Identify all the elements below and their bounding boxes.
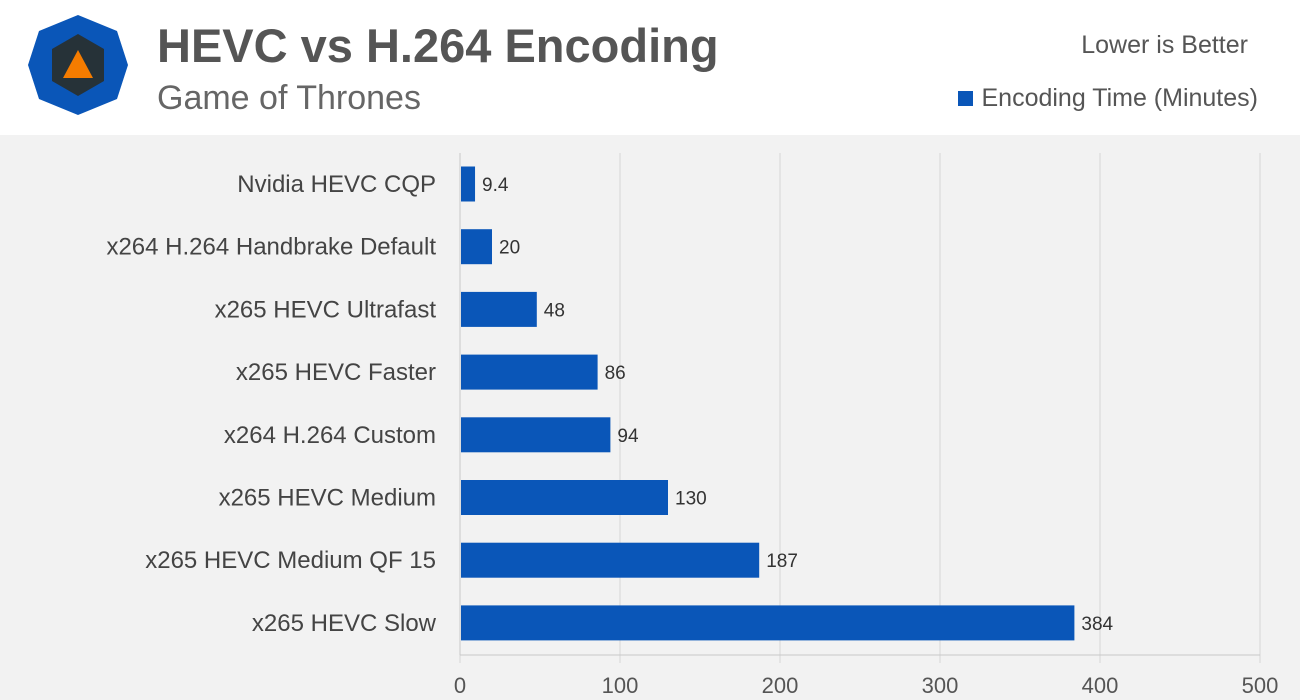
bar (461, 542, 760, 578)
bar (461, 166, 476, 202)
bar (461, 229, 492, 265)
chart-header: HEVC vs H.264 Encoding Game of Thrones L… (0, 0, 1300, 135)
bar (461, 480, 668, 515)
category-label: x265 HEVC Medium (219, 485, 436, 512)
x-tick-label: 500 (1242, 673, 1279, 698)
bar (461, 354, 598, 390)
x-tick-label: 300 (922, 673, 959, 698)
value-label: 384 (1081, 614, 1113, 635)
value-label: 130 (675, 489, 707, 510)
x-tick-label: 200 (762, 673, 799, 698)
bar (461, 417, 611, 453)
chart-title: HEVC vs H.264 Encoding (157, 19, 719, 72)
value-label: 187 (766, 551, 798, 572)
logo-icon (28, 15, 128, 115)
bar (461, 291, 537, 327)
category-label: x264 H.264 Custom (224, 422, 436, 449)
category-label: x265 HEVC Ultrafast (215, 296, 437, 323)
category-label: Nvidia HEVC CQP (237, 171, 436, 198)
value-label: 9.4 (482, 175, 509, 196)
legend-label: Encoding Time (Minutes) (981, 84, 1258, 112)
category-label: x265 HEVC Faster (236, 359, 436, 386)
category-label: x264 H.264 Handbrake Default (106, 234, 436, 261)
category-label: x265 HEVC Slow (252, 610, 437, 637)
bar (461, 605, 1075, 641)
legend-swatch (958, 90, 974, 106)
chart-subtitle: Game of Thrones (157, 79, 421, 117)
lower-is-better-note: Lower is Better (1081, 31, 1248, 59)
value-label: 94 (617, 426, 639, 447)
x-tick-label: 0 (454, 673, 466, 698)
category-label: x265 HEVC Medium QF 15 (145, 547, 436, 574)
value-label: 48 (544, 300, 565, 321)
value-label: 20 (499, 238, 520, 259)
legend: Encoding Time (Minutes) (958, 82, 1258, 114)
value-label: 86 (605, 363, 626, 384)
x-tick-label: 400 (1082, 673, 1119, 698)
x-tick-label: 100 (602, 673, 639, 698)
